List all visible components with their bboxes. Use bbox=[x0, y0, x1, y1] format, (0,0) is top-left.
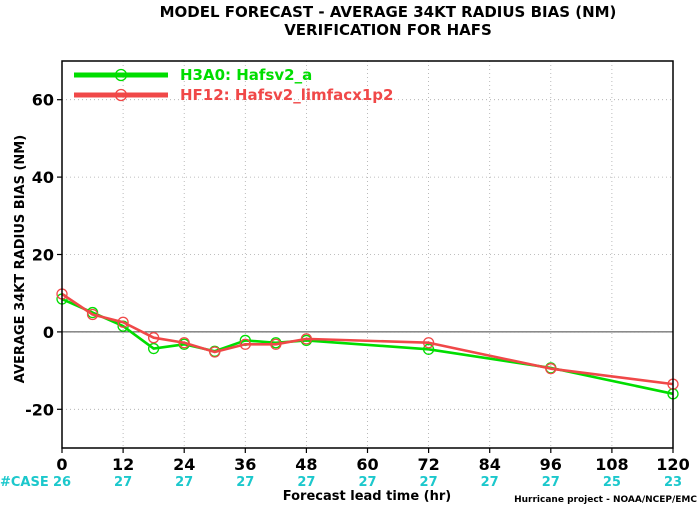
x-tick-label: 96 bbox=[540, 455, 562, 474]
y-tick-label: 0 bbox=[43, 323, 54, 342]
case-count: 27 bbox=[236, 475, 254, 490]
case-count: 27 bbox=[481, 475, 499, 490]
y-tick-label: -20 bbox=[25, 400, 54, 419]
chart-title: MODEL FORECAST - AVERAGE 34KT RADIUS BIA… bbox=[160, 3, 617, 21]
series-point-2 bbox=[270, 338, 282, 350]
series-point-2 bbox=[178, 337, 190, 349]
series-point-2 bbox=[147, 332, 160, 344]
legend-label-1: H3A0: Hafsv2_a bbox=[180, 66, 312, 84]
case-count: 23 bbox=[664, 475, 682, 490]
legend-label-2: HF12: Hafsv2_limfacx1p2 bbox=[180, 86, 393, 104]
series-point-2 bbox=[239, 338, 251, 350]
legend: H3A0: Hafsv2_a HF12: Hafsv2_limfacx1p2 bbox=[74, 66, 393, 104]
case-count: 27 bbox=[297, 475, 315, 490]
x-tick-label: 24 bbox=[173, 455, 195, 474]
case-count: 27 bbox=[114, 475, 132, 490]
case-count-row: #CASE 26 27 27 27 27 27 27 27 27 25 23 bbox=[0, 475, 682, 490]
grid-lines bbox=[62, 61, 673, 448]
case-count: 25 bbox=[603, 475, 621, 490]
case-count: 27 bbox=[175, 475, 193, 490]
y-tick-label: 20 bbox=[32, 246, 54, 265]
series-point-2 bbox=[209, 346, 221, 358]
chart-subtitle: VERIFICATION FOR HAFS bbox=[284, 21, 492, 39]
x-tick-label: 120 bbox=[656, 455, 689, 474]
y-tick-label: 40 bbox=[32, 168, 54, 187]
x-tick-label: 72 bbox=[417, 455, 439, 474]
axis-ticks: 0 12 24 36 48 60 72 84 96 108 120 -20 0 20 40 60 bbox=[25, 91, 690, 474]
series-point-2 bbox=[86, 308, 99, 321]
x-tick-label: 48 bbox=[295, 455, 317, 474]
case-count: 27 bbox=[542, 475, 560, 490]
case-count: 27 bbox=[358, 475, 376, 490]
case-count: 26 bbox=[53, 475, 71, 490]
series-point-2 bbox=[422, 337, 435, 349]
series-line-2 bbox=[61, 292, 674, 386]
case-label: #CASE bbox=[0, 475, 49, 490]
x-tick-label: 108 bbox=[595, 455, 628, 474]
series-point-1 bbox=[422, 343, 435, 355]
series-point-2 bbox=[300, 333, 313, 345]
case-count: 27 bbox=[420, 475, 438, 490]
x-tick-label: 12 bbox=[112, 455, 134, 474]
series-point-2 bbox=[545, 363, 557, 375]
legend-marker-2 bbox=[114, 88, 128, 102]
series-point-2 bbox=[117, 316, 129, 328]
y-tick-label: 60 bbox=[32, 91, 54, 110]
x-tick-label: 60 bbox=[356, 455, 378, 474]
credit-label: Hurricane project - NOAA/NCEP/EMC bbox=[514, 495, 697, 505]
x-tick-label: 0 bbox=[56, 455, 67, 474]
x-axis-label: Forecast lead time (hr) bbox=[283, 489, 451, 504]
y-axis-label: AVERAGE 34KT RADIUS BIAS (NM) bbox=[13, 135, 28, 383]
series-point-1 bbox=[147, 342, 160, 355]
x-tick-label: 84 bbox=[479, 455, 501, 474]
legend-marker-1 bbox=[114, 68, 128, 82]
x-tick-label: 36 bbox=[234, 455, 256, 474]
